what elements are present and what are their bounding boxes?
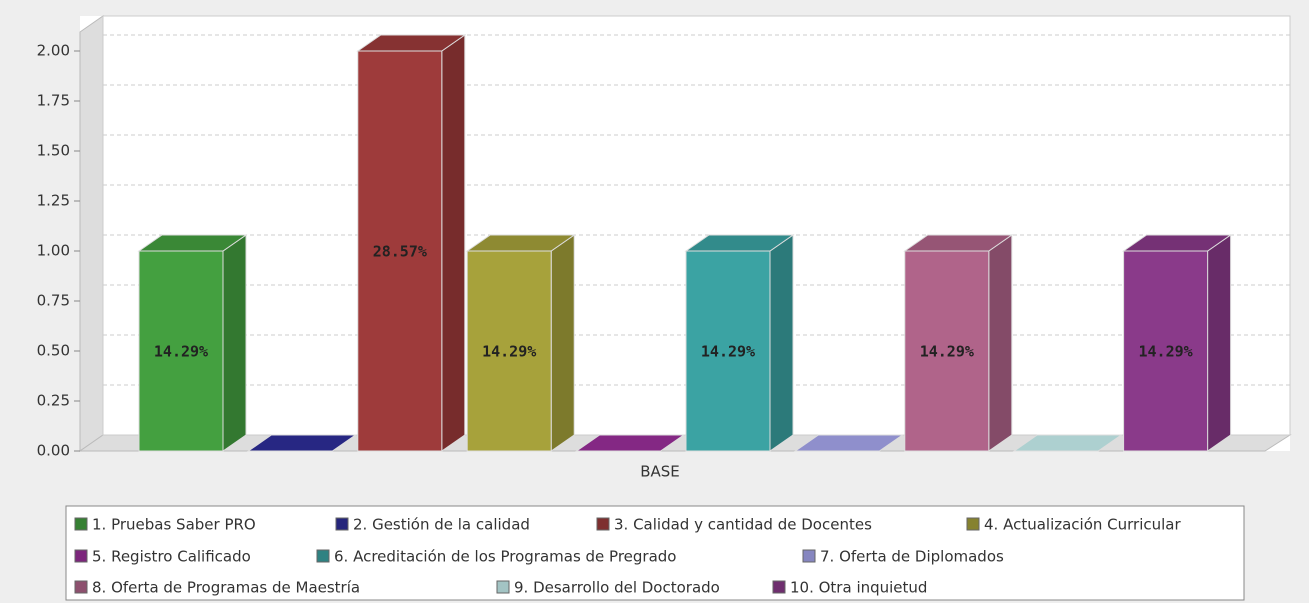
value-label: 28.57%	[373, 243, 427, 261]
x-axis-label: BASE	[640, 463, 680, 481]
bar	[357, 50, 443, 452]
bar-top	[575, 434, 686, 452]
legend-label: 7. Oferta de Diplomados	[820, 548, 1004, 566]
y-tick-label: 0.75	[37, 292, 70, 310]
bar-side	[1207, 234, 1232, 452]
y-tick-label: 2.00	[37, 42, 70, 60]
legend-swatch	[74, 580, 88, 594]
bar-top	[793, 434, 904, 452]
plot-area	[80, 16, 1290, 451]
legend-label: 4. Actualización Curricular	[984, 516, 1182, 534]
y-tick-label: 1.00	[37, 242, 70, 260]
legend-label: 8. Oferta de Programas de Maestría	[92, 579, 360, 597]
y-tick-label: 1.75	[37, 92, 70, 110]
bar-side	[222, 234, 247, 452]
legend-label: 3. Calidad y cantidad de Docentes	[614, 516, 872, 534]
y-tick-label: 0.25	[37, 392, 70, 410]
legend	[65, 505, 1245, 601]
value-label: 14.29%	[920, 343, 974, 361]
y-tick-label: 0.50	[37, 342, 70, 360]
bar-side	[550, 234, 575, 452]
bar	[466, 250, 552, 452]
bar-side	[988, 234, 1013, 452]
legend-swatch	[802, 549, 816, 563]
bar	[904, 250, 990, 452]
legend-label: 5. Registro Calificado	[92, 548, 251, 566]
left-wall	[79, 15, 104, 452]
legend-swatch	[966, 517, 980, 531]
bar-side	[441, 34, 466, 452]
legend-label: 2. Gestión de la calidad	[353, 516, 530, 534]
y-tick-label: 0.00	[37, 442, 70, 460]
legend-swatch	[74, 549, 88, 563]
bar	[1123, 250, 1209, 452]
y-tick-label: 1.25	[37, 192, 70, 210]
legend-swatch	[335, 517, 349, 531]
bar-side	[769, 234, 794, 452]
legend-swatch	[772, 580, 786, 594]
legend-label: 6. Acreditación de los Programas de Preg…	[334, 548, 676, 566]
bar-top	[1012, 434, 1123, 452]
legend-label: 1. Pruebas Saber PRO	[92, 516, 256, 534]
legend-swatch	[596, 517, 610, 531]
y-tick-label: 1.50	[37, 142, 70, 160]
legend-swatch	[74, 517, 88, 531]
value-label: 14.29%	[154, 343, 208, 361]
legend-swatch	[496, 580, 510, 594]
legend-swatch	[316, 549, 330, 563]
value-label: 14.29%	[1139, 343, 1193, 361]
bar	[685, 250, 771, 452]
legend-label: 10. Otra inquietud	[790, 579, 927, 597]
bar	[138, 250, 224, 452]
value-label: 14.29%	[701, 343, 755, 361]
value-label: 14.29%	[482, 343, 536, 361]
legend-label: 9. Desarrollo del Doctorado	[514, 579, 720, 597]
bar-top	[246, 434, 357, 452]
